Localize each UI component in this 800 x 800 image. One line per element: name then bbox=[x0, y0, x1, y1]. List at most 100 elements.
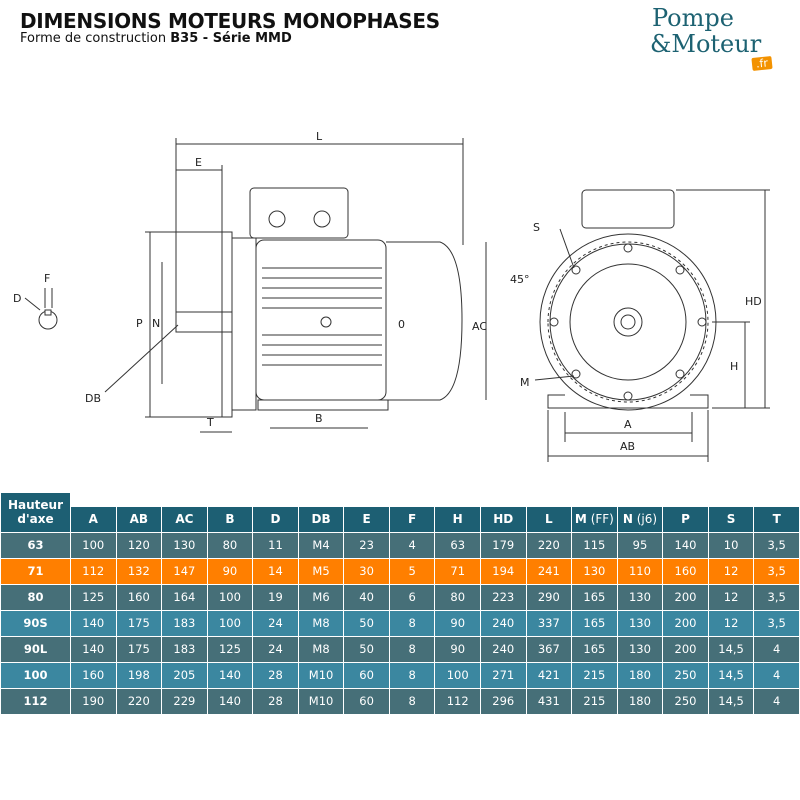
cell-b: 100 bbox=[206, 583, 254, 611]
table-row: 63 100 120 130 80 11 M4 23 4 63 179 220 115 95 140 10 3,… bbox=[0, 531, 800, 559]
column-header-label: DB bbox=[311, 512, 331, 526]
column-header-sub: (j6) bbox=[632, 512, 658, 526]
cell-f: 5 bbox=[388, 557, 436, 585]
cell-n: 130 bbox=[616, 635, 664, 663]
cell-d: 19 bbox=[252, 583, 299, 611]
cooling-fins bbox=[262, 267, 382, 366]
cell-a: 140 bbox=[69, 635, 117, 663]
shaft-section: F D bbox=[13, 272, 58, 330]
header-line2: d'axe bbox=[17, 512, 54, 527]
cell-l: 431 bbox=[525, 687, 573, 715]
cell-p: 250 bbox=[662, 661, 709, 689]
column-header-label: S bbox=[726, 512, 736, 526]
cell-p: 200 bbox=[662, 609, 709, 637]
cell-p: 200 bbox=[662, 583, 709, 611]
column-header-ab: AB bbox=[115, 505, 163, 533]
cell-d: 14 bbox=[252, 557, 299, 585]
cell-n: 180 bbox=[616, 687, 664, 715]
cell-a: 125 bbox=[69, 583, 117, 611]
cell-t: 4 bbox=[753, 635, 800, 663]
cell-f: 4 bbox=[388, 531, 436, 559]
logo-line1: Pompe bbox=[652, 4, 734, 32]
column-header-label: D bbox=[270, 512, 281, 526]
label-0: 0 bbox=[398, 318, 405, 331]
column-header-ac: AC bbox=[161, 505, 208, 533]
cell-a: 100 bbox=[69, 531, 117, 559]
column-header-label: AC bbox=[175, 512, 194, 526]
cell-e: 23 bbox=[343, 531, 390, 559]
column-header-label: N bbox=[622, 512, 633, 526]
dimensions-table: Hauteur d'axe A AB AC B D DB E F H HD L M (FF) N (j6)… bbox=[0, 492, 800, 715]
cell-a: 140 bbox=[69, 609, 117, 637]
cell-a: 160 bbox=[69, 661, 117, 689]
cell-ac: 130 bbox=[161, 531, 208, 559]
cell-ab: 175 bbox=[115, 635, 163, 663]
cell-a: 112 bbox=[69, 557, 117, 585]
cell-hd: 223 bbox=[479, 583, 527, 611]
column-header-e: E bbox=[343, 505, 390, 533]
column-header-label: F bbox=[408, 512, 417, 526]
cell-d: 24 bbox=[252, 609, 299, 637]
cell-hauteur-axe: 80 bbox=[0, 583, 71, 611]
label-F: F bbox=[44, 272, 50, 285]
cell-m: 165 bbox=[571, 635, 618, 663]
cell-s: 14,5 bbox=[707, 635, 755, 663]
cell-ac: 229 bbox=[161, 687, 208, 715]
cell-e: 60 bbox=[343, 687, 390, 715]
column-header-a: A bbox=[69, 505, 117, 533]
column-header-sub: (FF) bbox=[586, 512, 614, 526]
column-header-label: A bbox=[88, 512, 98, 526]
cell-b: 90 bbox=[206, 557, 254, 585]
cell-m: 165 bbox=[571, 609, 618, 637]
cell-p: 250 bbox=[662, 687, 709, 715]
cell-d: 24 bbox=[252, 635, 299, 663]
cell-f: 8 bbox=[388, 687, 436, 715]
column-header-f: F bbox=[388, 505, 436, 533]
label-H: H bbox=[730, 360, 738, 373]
cell-t: 3,5 bbox=[753, 531, 800, 559]
cell-f: 6 bbox=[388, 583, 436, 611]
cell-d: 28 bbox=[252, 661, 299, 689]
cell-ac: 147 bbox=[161, 557, 208, 585]
column-header-p: P bbox=[662, 505, 709, 533]
cell-b: 125 bbox=[206, 635, 254, 663]
cell-ab: 160 bbox=[115, 583, 163, 611]
cell-ab: 175 bbox=[115, 609, 163, 637]
cell-l: 290 bbox=[525, 583, 573, 611]
cell-hd: 194 bbox=[479, 557, 527, 585]
label-T: T bbox=[206, 416, 214, 429]
page-title: DIMENSIONS MOTEURS MONOPHASES bbox=[20, 9, 440, 33]
column-header-label: HD bbox=[493, 512, 514, 526]
column-header-l: L bbox=[525, 505, 573, 533]
cell-m: 215 bbox=[571, 687, 618, 715]
column-header-m: M (FF) bbox=[571, 505, 618, 533]
logo-badge: .fr bbox=[751, 55, 773, 72]
motor-dimension-drawing: F D L E P N DB T B bbox=[13, 130, 770, 462]
cell-f: 8 bbox=[388, 635, 436, 663]
cell-a: 190 bbox=[69, 687, 117, 715]
table-row: 80 125 160 164 100 19 M6 40 6 80 223 290 165 130 200 12… bbox=[0, 583, 800, 611]
cell-hd: 296 bbox=[479, 687, 527, 715]
label-A: A bbox=[624, 418, 632, 431]
column-header-label: T bbox=[772, 512, 781, 526]
column-header-n: N (j6) bbox=[616, 505, 664, 533]
column-header-hd: HD bbox=[479, 505, 527, 533]
subtitle-series: B35 - Série MMD bbox=[170, 31, 292, 46]
label-P: P bbox=[136, 317, 143, 330]
column-header-label: P bbox=[681, 512, 690, 526]
cell-d: 11 bbox=[252, 531, 299, 559]
cell-db: M5 bbox=[297, 557, 345, 585]
logo-line2: &Moteur bbox=[650, 30, 762, 58]
subtitle-prefix: Forme de construction bbox=[20, 31, 171, 46]
table-row: 71 112 132 147 90 14 M5 30 5 71 194 241 130 110 160 12 3… bbox=[0, 557, 800, 585]
cell-p: 160 bbox=[662, 557, 709, 585]
cell-e: 50 bbox=[343, 635, 390, 663]
cell-e: 30 bbox=[343, 557, 390, 585]
label-N: N bbox=[152, 317, 160, 330]
cell-ab: 220 bbox=[115, 687, 163, 715]
column-header-d: D bbox=[252, 505, 299, 533]
cell-m: 215 bbox=[571, 661, 618, 689]
cell-n: 130 bbox=[616, 609, 664, 637]
cell-hauteur-axe: 63 bbox=[0, 531, 71, 559]
cell-hauteur-axe: 71 bbox=[0, 557, 71, 585]
